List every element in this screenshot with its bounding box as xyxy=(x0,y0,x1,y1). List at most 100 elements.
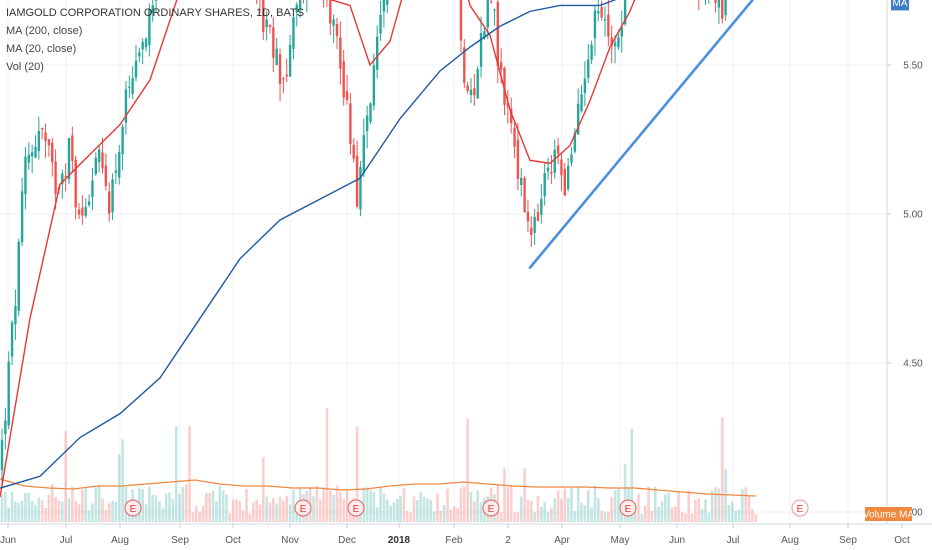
candle-body xyxy=(77,209,81,215)
volume-bar xyxy=(278,496,282,522)
candle-body xyxy=(503,67,506,105)
indicator-volume[interactable]: Vol (20) xyxy=(6,61,44,73)
volume-bar xyxy=(744,487,747,522)
time-tick-label: Sep xyxy=(839,535,857,546)
indicator-ma20[interactable]: MA (20, close) xyxy=(6,43,77,55)
volume-bar xyxy=(144,503,148,522)
candle-body xyxy=(493,9,496,11)
volume-bar xyxy=(205,492,208,522)
candle-body xyxy=(292,17,295,49)
volume-bar xyxy=(34,505,37,522)
volume-bar xyxy=(77,504,81,522)
volume-bar xyxy=(4,491,7,522)
volume-bar xyxy=(720,417,724,522)
candle-body xyxy=(339,37,342,69)
volume-bar xyxy=(67,498,71,522)
price-tick-label: 5.00 xyxy=(903,210,923,221)
volume-bar xyxy=(580,502,583,522)
volume-bar xyxy=(442,505,446,522)
candle-body xyxy=(620,26,623,37)
candle-body xyxy=(74,159,77,208)
earnings-marker[interactable]: E xyxy=(294,499,312,517)
volume-bar xyxy=(399,496,402,522)
volume-bar xyxy=(178,493,181,522)
volume-bar xyxy=(335,485,339,522)
volume-bar xyxy=(241,510,245,522)
volume-bar xyxy=(406,510,409,522)
earnings-marker[interactable]: E xyxy=(482,499,500,517)
candle-body xyxy=(540,198,543,215)
candle-body xyxy=(560,159,563,176)
candle-body xyxy=(114,170,118,173)
ma20-line xyxy=(0,0,636,498)
time-axis[interactable]: Jun Jul Aug Sep Oct Nov Dec 2018 Feb 2 Apr May Jun Ju… xyxy=(0,523,932,546)
volume-bar xyxy=(714,487,717,522)
volume-bar xyxy=(282,500,285,522)
symbol-title[interactable]: IAMGOLD CORPORATION ORDINARY SHARES, 1D,… xyxy=(6,7,305,19)
volume-bar xyxy=(292,489,295,522)
volume-bar xyxy=(737,509,741,522)
candle-body xyxy=(10,322,14,357)
candle-body xyxy=(134,60,138,78)
candle-body xyxy=(141,41,144,50)
candle-body xyxy=(486,0,489,28)
candle-body xyxy=(71,135,74,161)
volume-bar xyxy=(111,500,114,522)
volume-bar xyxy=(409,512,412,522)
candle-body xyxy=(587,59,590,78)
earnings-marker[interactable]: E xyxy=(124,499,142,517)
volume-bar xyxy=(372,491,376,522)
volume-bar xyxy=(97,484,101,522)
price-axis[interactable]: 7.006.506.005.505.004.504.00 xyxy=(886,0,932,524)
volume-bar xyxy=(436,493,439,522)
volume-bar xyxy=(543,501,546,522)
indicator-ma200[interactable]: MA (200, close) xyxy=(6,25,83,37)
volume-bar xyxy=(456,507,459,522)
volume-bar xyxy=(526,499,530,522)
candle-body xyxy=(466,85,469,92)
volume-bar xyxy=(47,494,51,522)
volume-bar xyxy=(657,506,660,522)
candle-body xyxy=(131,78,134,94)
volume-bar xyxy=(700,508,704,522)
candle-body xyxy=(298,0,302,11)
trendlines[interactable] xyxy=(440,0,876,269)
volume-bar xyxy=(81,489,84,522)
earnings-marker[interactable]: E xyxy=(791,499,809,517)
earnings-marker[interactable]: E xyxy=(619,499,637,517)
candle-body xyxy=(617,37,620,48)
candle-body xyxy=(476,69,479,99)
candle-body xyxy=(87,201,91,206)
volume-bar xyxy=(583,505,587,522)
volume-bar xyxy=(27,493,31,522)
candle-body xyxy=(151,5,154,13)
volume-bar xyxy=(184,484,188,522)
earnings-marker[interactable]: E xyxy=(347,499,365,517)
candle-body xyxy=(335,24,339,37)
volume-bar xyxy=(181,486,185,522)
volume-bar xyxy=(553,498,557,522)
candle-body xyxy=(282,78,285,80)
candle-body xyxy=(154,0,158,1)
volume-bar xyxy=(0,493,4,522)
candle-body xyxy=(81,207,84,216)
time-tick-label: Oct xyxy=(894,535,910,546)
volume-bar xyxy=(258,504,262,522)
volume-bar xyxy=(570,488,573,522)
volume-bar xyxy=(449,509,453,522)
volume-bar xyxy=(466,418,469,522)
time-tick-label: May xyxy=(611,535,630,546)
volume-bar xyxy=(653,486,657,522)
candle-body xyxy=(14,305,17,325)
volume-bar xyxy=(432,511,436,522)
volume-bar xyxy=(446,488,449,522)
volume-bar xyxy=(141,489,144,522)
candle-body xyxy=(580,94,583,112)
candle-body xyxy=(573,132,577,152)
volume-bar xyxy=(710,490,714,522)
trendline-ascending-support[interactable] xyxy=(528,0,862,269)
candle-body xyxy=(566,165,570,190)
